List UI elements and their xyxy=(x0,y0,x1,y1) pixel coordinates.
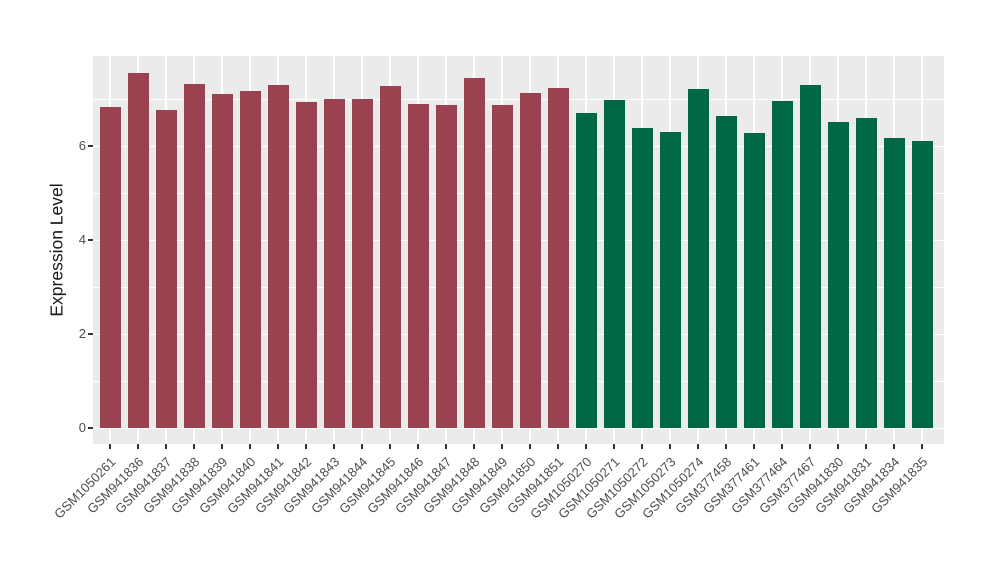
bar-GSM941837 xyxy=(155,109,177,428)
gridline-major xyxy=(93,145,944,147)
bar-GSM1050271 xyxy=(603,100,625,428)
y-tick-label: 6 xyxy=(78,138,86,153)
bar-GSM941846 xyxy=(407,104,429,428)
y-tick-label: 4 xyxy=(78,232,86,247)
x-tick-mark xyxy=(557,444,559,449)
x-tick-mark xyxy=(697,444,699,449)
bar-GSM941830 xyxy=(827,122,849,428)
bar-GSM941839 xyxy=(211,94,233,428)
bar-GSM941848 xyxy=(463,77,485,428)
bar-GSM377467 xyxy=(799,84,821,428)
gridline-minor xyxy=(93,287,944,288)
x-tick-mark xyxy=(221,444,223,449)
bar-GSM1050272 xyxy=(631,128,653,428)
gridline-minor xyxy=(93,381,944,382)
y-tick-mark xyxy=(88,427,93,429)
x-tick-mark xyxy=(725,444,727,449)
x-tick-mark xyxy=(361,444,363,449)
gridline-minor xyxy=(93,99,944,100)
x-tick-mark xyxy=(389,444,391,449)
bar-GSM941842 xyxy=(295,102,317,428)
bar-GSM941836 xyxy=(127,73,149,428)
plot-panel xyxy=(93,56,944,444)
bar-GSM941844 xyxy=(351,98,373,428)
x-tick-mark xyxy=(165,444,167,449)
y-tick-mark xyxy=(88,145,93,147)
y-tick-mark xyxy=(88,333,93,335)
bar-GSM941835 xyxy=(911,141,933,428)
x-tick-mark xyxy=(473,444,475,449)
x-tick-mark xyxy=(249,444,251,449)
x-tick-mark xyxy=(921,444,923,449)
gridline-minor xyxy=(93,193,944,194)
bar-GSM941847 xyxy=(435,105,457,428)
bar-GSM1050274 xyxy=(687,89,709,428)
gridline-major xyxy=(93,427,944,429)
x-tick-mark xyxy=(417,444,419,449)
x-tick-mark xyxy=(781,444,783,449)
x-tick-mark xyxy=(333,444,335,449)
x-tick-mark xyxy=(809,444,811,449)
bar-GSM1050270 xyxy=(575,113,597,428)
x-tick-mark xyxy=(529,444,531,449)
x-tick-mark xyxy=(613,444,615,449)
bar-GSM941831 xyxy=(855,117,877,428)
x-tick-mark xyxy=(893,444,895,449)
bar-GSM1050273 xyxy=(659,131,681,428)
gridline-major xyxy=(93,333,944,335)
bar-GSM377461 xyxy=(743,132,765,428)
bar-GSM1050261 xyxy=(99,107,121,428)
x-tick-mark xyxy=(109,444,111,449)
x-tick-mark xyxy=(193,444,195,449)
bar-GSM377464 xyxy=(771,100,793,428)
x-tick-mark xyxy=(585,444,587,449)
bar-GSM377458 xyxy=(715,115,737,428)
x-tick-mark xyxy=(501,444,503,449)
x-tick-mark xyxy=(669,444,671,449)
y-tick-label: 2 xyxy=(78,326,86,341)
bar-GSM941834 xyxy=(883,138,905,428)
bar-GSM941845 xyxy=(379,85,401,428)
x-tick-mark xyxy=(445,444,447,449)
x-tick-mark xyxy=(865,444,867,449)
y-tick-mark xyxy=(88,239,93,241)
gridline-major xyxy=(93,239,944,241)
bar-GSM941850 xyxy=(519,92,541,428)
x-tick-mark xyxy=(641,444,643,449)
bar-GSM941840 xyxy=(239,90,261,428)
x-tick-mark xyxy=(277,444,279,449)
x-tick-mark xyxy=(137,444,139,449)
x-tick-mark xyxy=(753,444,755,449)
x-tick-mark xyxy=(305,444,307,449)
bar-GSM941849 xyxy=(491,105,513,428)
bar-GSM941843 xyxy=(323,99,345,428)
x-tick-mark xyxy=(837,444,839,449)
y-axis-title: Expression Level xyxy=(46,183,67,317)
bar-GSM941841 xyxy=(267,84,289,428)
bar-GSM941851 xyxy=(547,88,569,428)
bar-GSM941838 xyxy=(183,84,205,428)
y-tick-label: 0 xyxy=(78,420,86,435)
